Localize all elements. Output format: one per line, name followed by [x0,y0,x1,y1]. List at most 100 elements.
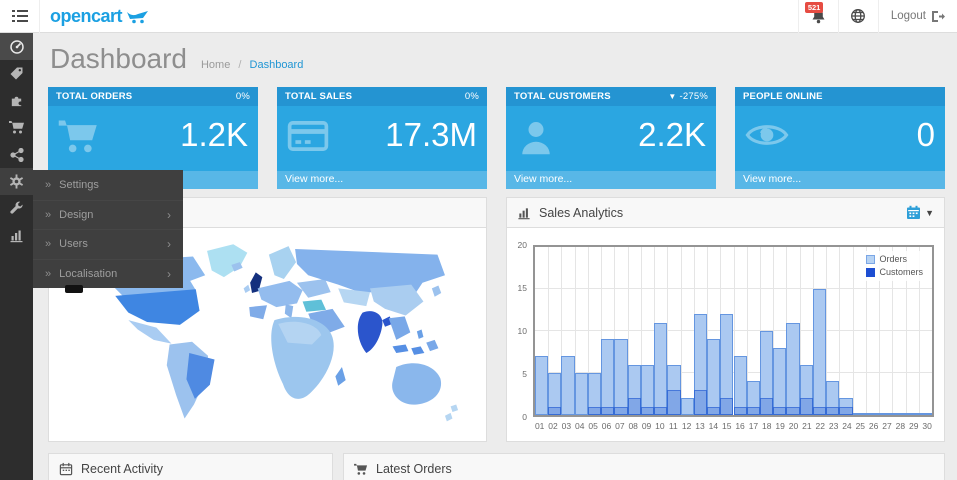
eye-icon [745,118,789,152]
puzzle-piece-icon [9,93,24,108]
legend-label-orders: Orders [879,254,907,264]
sidebar-item-reports[interactable] [0,222,33,249]
bottom-panels-row: Recent Activity Latest Orders [48,453,945,480]
chart-icon [517,206,531,220]
gear-icon [9,174,24,189]
panel-title: Latest Orders [376,462,452,476]
bar-chart-icon [9,228,24,243]
sign-out-icon [931,10,945,23]
tile-value: 2.2K [638,116,706,153]
view-more-link[interactable]: View more... [735,171,945,189]
page-header: Dashboard Home / Dashboard [50,43,945,75]
system-submenu: » Settings » Design › » Users › » Locali… [33,170,183,288]
chart-legend: Orders Customers [862,251,927,281]
tile-value: 0 [916,116,935,153]
breadcrumb: Home / Dashboard [201,59,303,71]
tile-total-sales: TOTAL SALES 0% 17.3M View more... [277,87,487,189]
tile-change: 0% [235,91,250,102]
chevron-right-icon: » [45,238,52,251]
chart-range-dropdown[interactable]: ▼ [906,205,934,220]
submenu-item-localisation[interactable]: » Localisation › [33,258,183,289]
chart-x-axis: 01 02 03 04 05 06 07 08 09 10 11 12 13 14 15 16 17 18 19 20… [534,421,932,431]
sales-analytics-chart: 0 5 10 15 20 Orders Customers [507,229,944,441]
legend-swatch-orders [866,255,876,264]
tag-icon [9,66,24,81]
legend-swatch-customers [866,268,876,277]
chevron-right-icon: » [45,178,52,191]
globe-icon [850,8,866,24]
breadcrumb-separator: / [238,59,242,71]
user-icon [516,118,556,158]
view-more-link[interactable]: View more... [506,171,716,189]
expand-arrow-icon: › [167,266,171,281]
chevron-right-icon: » [45,267,52,280]
menu-toggle-button[interactable] [0,0,40,33]
submenu-item-design[interactable]: » Design › [33,199,183,230]
calendar-icon [906,205,921,220]
notification-badge: 521 [804,1,824,13]
sales-analytics-header: Sales Analytics [507,198,944,228]
world-map-panel [48,197,487,442]
opencart-cart-mark-icon [126,8,150,24]
panel-title: Sales Analytics [539,205,624,220]
menu-list-icon [11,9,28,23]
logo-text: opencart [50,5,123,26]
stores-button[interactable] [837,0,878,33]
submenu-label: Settings [59,178,99,191]
sidebar-item-extensions[interactable] [0,87,33,114]
tile-title: TOTAL SALES [285,91,353,102]
expand-arrow-icon: › [167,207,171,222]
sidebar-item-dashboard[interactable] [0,33,33,60]
submenu-label: Localisation [59,267,118,280]
submenu-item-settings[interactable]: » Settings [33,170,183,200]
sidebar-item-marketing[interactable] [0,141,33,168]
chart-y-axis: 0 5 10 15 20 [517,240,527,422]
tile-value: 17.3M [385,116,477,153]
submenu-label: Design [59,208,94,221]
tile-change: 0% [464,91,479,102]
breadcrumb-home-link[interactable]: Home [200,59,231,71]
submenu-item-users[interactable]: » Users › [33,229,183,259]
calendar-icon [59,462,73,476]
shopping-cart-icon [58,118,100,156]
main-content: Dashboard Home / Dashboard TOTAL ORDERS … [33,33,957,480]
tile-title: TOTAL ORDERS [56,91,133,102]
legend-label-customers: Customers [879,267,923,277]
header-actions: 521 Logout [797,0,957,33]
stat-tiles-row: TOTAL ORDERS 0% 1.2K View more... TOTAL … [48,87,945,189]
latest-orders-panel: Latest Orders [343,453,945,480]
tile-value: 1.2K [180,116,248,153]
cart-icon [8,120,25,135]
share-nodes-icon [9,147,24,162]
submenu-label: Users [59,238,88,251]
recent-activity-panel: Recent Activity [48,453,333,480]
page-title: Dashboard [50,43,187,74]
panel-title: Recent Activity [81,462,163,476]
tile-change: -275% [679,91,708,102]
expand-arrow-icon: › [167,237,171,252]
view-more-link[interactable]: View more... [277,171,487,189]
breadcrumb-current-link[interactable]: Dashboard [249,59,304,71]
tile-title: TOTAL CUSTOMERS [514,91,611,102]
sidebar-item-catalog[interactable] [0,60,33,87]
caret-down-icon: ▼ [925,207,934,218]
tile-people-online: PEOPLE ONLINE 0 View more... [735,87,945,189]
opencart-logo[interactable]: opencart [40,6,150,27]
cart-icon [354,463,368,476]
sidebar-item-system[interactable] [0,168,33,195]
sidebar-item-sales[interactable] [0,114,33,141]
dashboard-panels-row: Sales Analytics [48,197,945,442]
sidebar-item-tools[interactable] [0,195,33,222]
notifications-button[interactable]: 521 [797,0,838,33]
logout-label: Logout [890,10,926,22]
tile-total-customers: TOTAL CUSTOMERS ▼ -275% 2.2K View more..… [506,87,716,189]
caret-down-icon: ▼ [668,92,677,101]
tile-title: PEOPLE ONLINE [743,91,823,102]
sidebar [0,33,33,480]
dashboard-speedometer-icon [9,39,25,55]
logout-button[interactable]: Logout [877,0,957,33]
credit-card-icon [287,118,329,154]
top-header: opencart 521 [0,0,957,33]
chevron-right-icon: » [45,208,52,221]
sales-analytics-panel: Sales Analytics [506,197,945,442]
